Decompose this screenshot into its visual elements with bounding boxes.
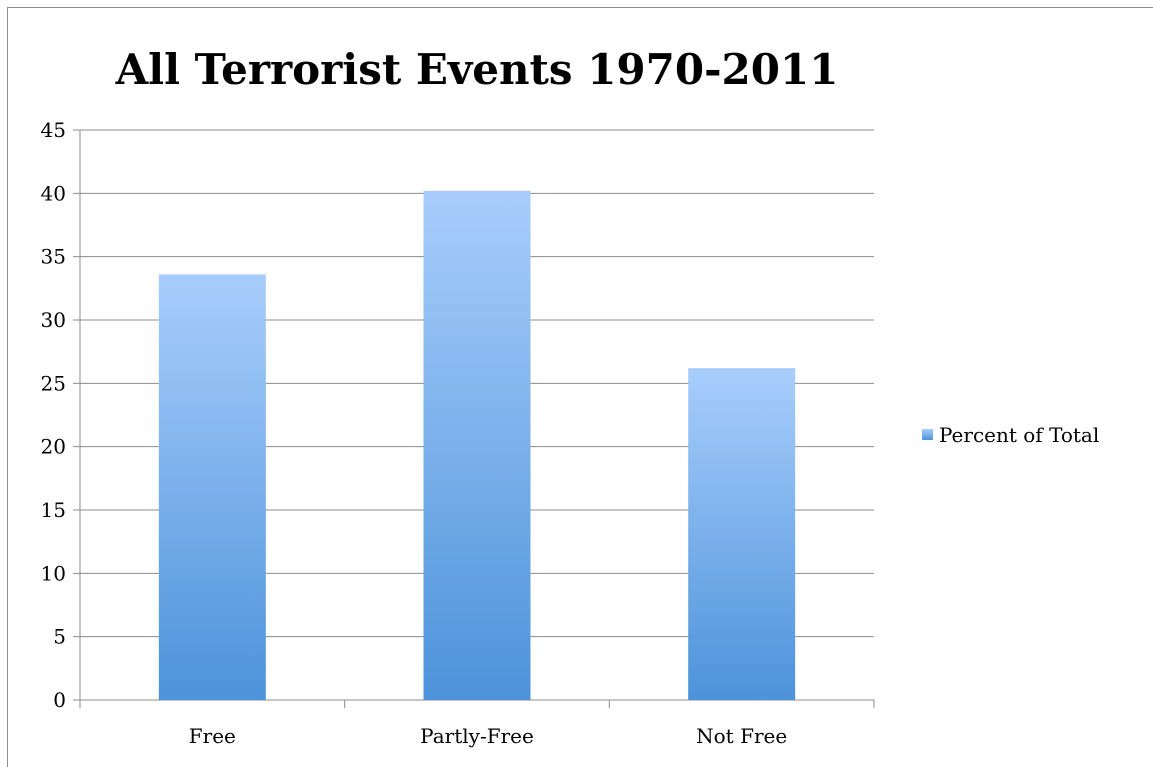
y-axis-ticks: 0 5 10 15 20 25 30 35 40 45 bbox=[41, 118, 66, 712]
y-tick-label: 10 bbox=[41, 561, 66, 585]
y-tick-label: 40 bbox=[41, 181, 66, 205]
bar-free bbox=[158, 274, 266, 700]
chart-frame bbox=[7, 7, 1153, 767]
y-tick-label: 35 bbox=[41, 245, 66, 269]
x-category-label: Free bbox=[189, 724, 236, 748]
x-category-label: Partly-Free bbox=[420, 724, 534, 748]
x-category-label: Not Free bbox=[696, 724, 787, 748]
y-tick-label: 20 bbox=[41, 435, 66, 459]
y-tick-label: 30 bbox=[41, 308, 66, 332]
bars bbox=[158, 190, 796, 701]
legend-swatch bbox=[922, 429, 933, 440]
y-tick-label: 45 bbox=[41, 118, 66, 142]
x-axis-categories: Free Partly-Free Not Free bbox=[189, 724, 787, 748]
bar-partly-free bbox=[423, 190, 531, 701]
legend-label: Percent of Total bbox=[939, 423, 1099, 447]
bar-not-free bbox=[688, 368, 796, 700]
chart-title: All Terrorist Events 1970-2011 bbox=[115, 45, 839, 94]
y-tick-label: 5 bbox=[53, 625, 66, 649]
y-tick-label: 15 bbox=[41, 498, 66, 522]
y-tick-label: 25 bbox=[41, 371, 66, 395]
y-tick-label: 0 bbox=[53, 688, 66, 712]
legend: Percent of Total bbox=[922, 423, 1099, 447]
